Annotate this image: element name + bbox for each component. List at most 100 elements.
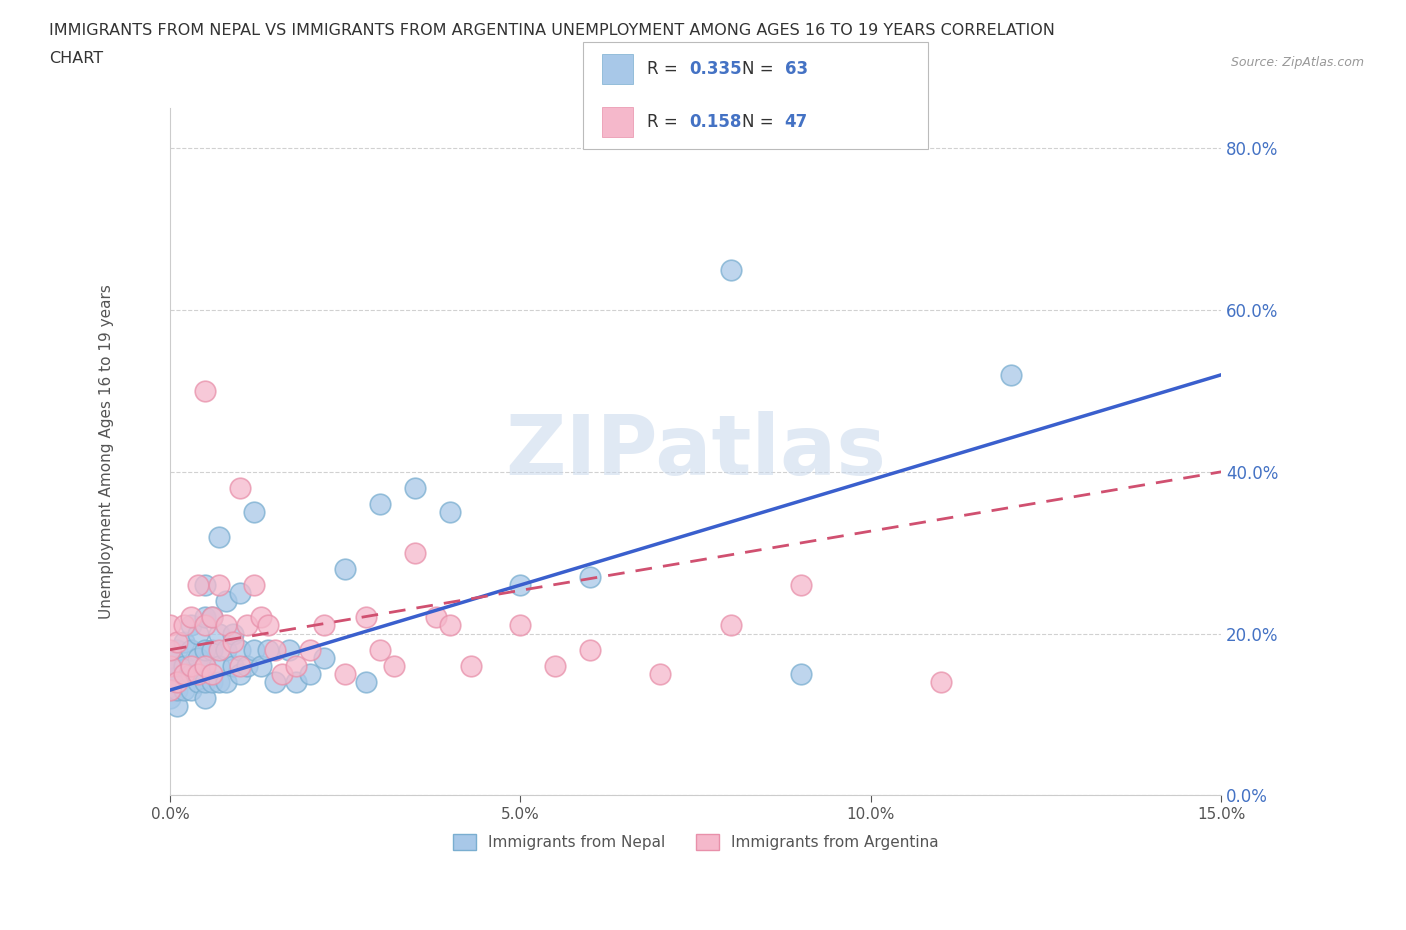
Point [194, 643, 217, 658]
Point [166, 683, 188, 698]
Point [180, 610, 202, 625]
Point [579, 569, 602, 584]
Text: 0.335: 0.335 [689, 60, 741, 78]
Point [180, 643, 202, 658]
Point [229, 586, 252, 601]
Point [243, 643, 266, 658]
Point [208, 529, 231, 544]
Point [166, 658, 188, 673]
Point [201, 610, 224, 625]
Point [173, 634, 195, 649]
Point [159, 658, 181, 673]
Point [187, 667, 209, 682]
Point [208, 658, 231, 673]
Point [166, 674, 188, 689]
Point [194, 658, 217, 673]
Point [354, 610, 377, 625]
Point [243, 505, 266, 520]
Point [180, 683, 202, 698]
Text: ZIPatlas: ZIPatlas [505, 411, 886, 492]
Point [229, 667, 252, 682]
Point [159, 683, 181, 698]
Point [215, 643, 238, 658]
Point [180, 658, 202, 673]
Point [166, 674, 188, 689]
Point [544, 658, 567, 673]
Point [509, 618, 531, 633]
Point [180, 667, 202, 682]
Legend: Immigrants from Nepal, Immigrants from Argentina: Immigrants from Nepal, Immigrants from A… [447, 828, 945, 857]
Point [187, 578, 209, 592]
Point [271, 667, 294, 682]
Point [208, 674, 231, 689]
Point [215, 618, 238, 633]
Text: Source: ZipAtlas.com: Source: ZipAtlas.com [1230, 56, 1364, 69]
Point [194, 691, 217, 706]
Point [243, 578, 266, 592]
Y-axis label: Unemployment Among Ages 16 to 19 years: Unemployment Among Ages 16 to 19 years [100, 285, 114, 619]
Point [159, 643, 181, 658]
Text: R =: R = [647, 60, 683, 78]
Point [1000, 367, 1022, 382]
Point [236, 658, 259, 673]
Point [201, 610, 224, 625]
Point [201, 667, 224, 682]
Point [314, 650, 336, 665]
Point [173, 658, 195, 673]
Point [159, 674, 181, 689]
Point [173, 618, 195, 633]
Point [439, 505, 461, 520]
Point [215, 593, 238, 608]
Point [159, 667, 181, 682]
Point [159, 683, 181, 698]
Point [789, 578, 811, 592]
Point [159, 667, 181, 682]
Point [368, 643, 391, 658]
Text: 63: 63 [785, 60, 807, 78]
Point [257, 618, 280, 633]
Point [250, 610, 273, 625]
Text: N =: N = [742, 60, 779, 78]
Point [194, 674, 217, 689]
Point [187, 674, 209, 689]
Point [208, 578, 231, 592]
Point [425, 610, 447, 625]
Point [460, 658, 482, 673]
Point [264, 674, 287, 689]
Point [187, 650, 209, 665]
Point [264, 643, 287, 658]
Point [159, 618, 181, 633]
Point [194, 658, 217, 673]
Point [201, 643, 224, 658]
Point [201, 674, 224, 689]
Point [180, 618, 202, 633]
Point [720, 262, 742, 277]
Point [299, 667, 322, 682]
Point [166, 643, 188, 658]
Point [257, 643, 280, 658]
Point [229, 481, 252, 496]
Point [173, 667, 195, 682]
Text: 47: 47 [785, 113, 808, 131]
Point [404, 545, 426, 560]
Point [222, 626, 245, 641]
Point [278, 643, 301, 658]
Point [222, 658, 245, 673]
Point [382, 658, 405, 673]
Point [215, 674, 238, 689]
Point [194, 578, 217, 592]
Point [159, 691, 181, 706]
Point [368, 497, 391, 512]
Point [299, 643, 322, 658]
Point [208, 643, 231, 658]
Point [354, 674, 377, 689]
Point [222, 634, 245, 649]
Point [194, 383, 217, 398]
Point [173, 683, 195, 698]
Point [579, 643, 602, 658]
Point [720, 618, 742, 633]
Text: IMMIGRANTS FROM NEPAL VS IMMIGRANTS FROM ARGENTINA UNEMPLOYMENT AMONG AGES 16 TO: IMMIGRANTS FROM NEPAL VS IMMIGRANTS FROM… [49, 23, 1054, 38]
Point [159, 650, 181, 665]
Point [194, 610, 217, 625]
Text: 0.158: 0.158 [689, 113, 741, 131]
